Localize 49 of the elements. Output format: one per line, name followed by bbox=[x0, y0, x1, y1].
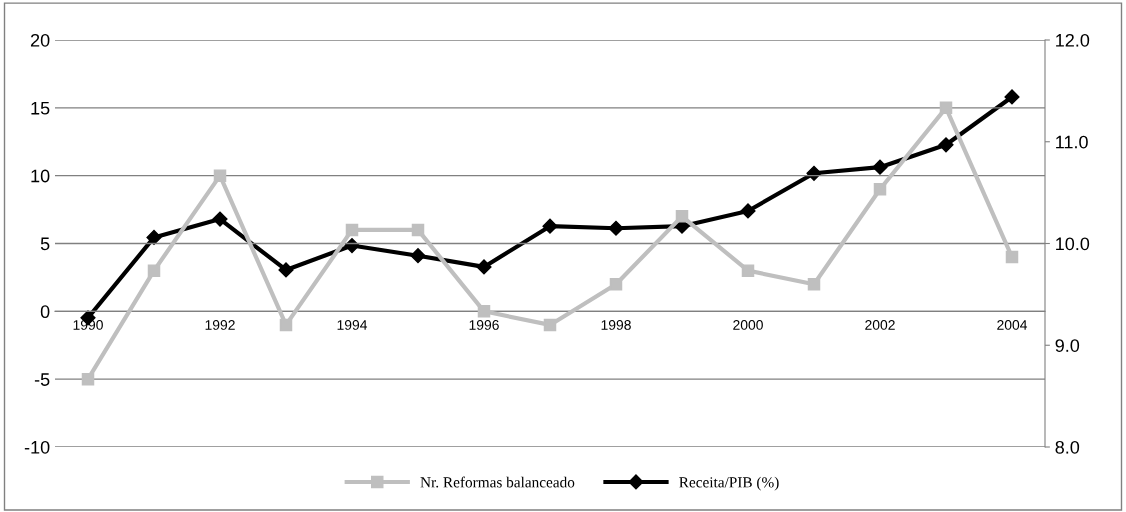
y2-tick-label: 12.0 bbox=[1056, 33, 1090, 47]
y2-tick-label: 10.0 bbox=[1056, 237, 1090, 251]
point bbox=[542, 218, 558, 234]
y-tick-label: 20 bbox=[30, 33, 50, 47]
point bbox=[213, 169, 227, 182]
y2-tick-label: 11.0 bbox=[1056, 135, 1088, 149]
point bbox=[608, 220, 624, 236]
point bbox=[410, 248, 426, 264]
point bbox=[147, 264, 161, 277]
y2-tick-label: 8.0 bbox=[1055, 440, 1080, 454]
y-tick-label: -10 bbox=[24, 440, 50, 454]
x-tick-label: 1996 bbox=[469, 320, 499, 330]
point bbox=[146, 229, 162, 245]
legend-label: Nr. Reformas balanceado bbox=[420, 476, 575, 488]
y-tick-label: 0 bbox=[40, 305, 50, 319]
point bbox=[81, 372, 95, 386]
y-tick-label: 10 bbox=[31, 169, 50, 183]
x-tick-label: 1994 bbox=[337, 320, 368, 330]
point bbox=[212, 211, 228, 227]
point bbox=[543, 318, 557, 332]
legend-label: Receita/PIB (%) bbox=[679, 476, 779, 491]
point bbox=[278, 262, 294, 278]
y-tick-label: 15 bbox=[31, 101, 50, 115]
x-tick-label: 1998 bbox=[601, 320, 631, 330]
x-tick-label: 2004 bbox=[997, 320, 1028, 330]
x-tick-label: 2000 bbox=[733, 320, 763, 330]
point bbox=[740, 203, 756, 219]
point bbox=[872, 159, 888, 175]
x-tick-label: 1992 bbox=[205, 320, 235, 330]
point bbox=[1005, 250, 1019, 264]
point bbox=[476, 259, 492, 275]
point bbox=[806, 165, 822, 181]
point bbox=[807, 277, 821, 291]
point bbox=[279, 318, 293, 332]
point bbox=[675, 210, 689, 223]
y-tick-label: -5 bbox=[34, 373, 50, 386]
point bbox=[741, 264, 755, 277]
y-tick-label: 5 bbox=[40, 237, 50, 251]
point bbox=[939, 101, 953, 115]
point bbox=[873, 182, 887, 196]
point bbox=[411, 223, 425, 237]
y2-tick-label: 9.0 bbox=[1055, 339, 1080, 352]
point bbox=[344, 237, 360, 254]
point bbox=[1004, 89, 1020, 105]
point bbox=[345, 223, 359, 237]
point bbox=[609, 277, 623, 291]
point bbox=[938, 137, 954, 153]
point bbox=[477, 305, 491, 318]
x-tick-label: 2002 bbox=[865, 320, 895, 330]
